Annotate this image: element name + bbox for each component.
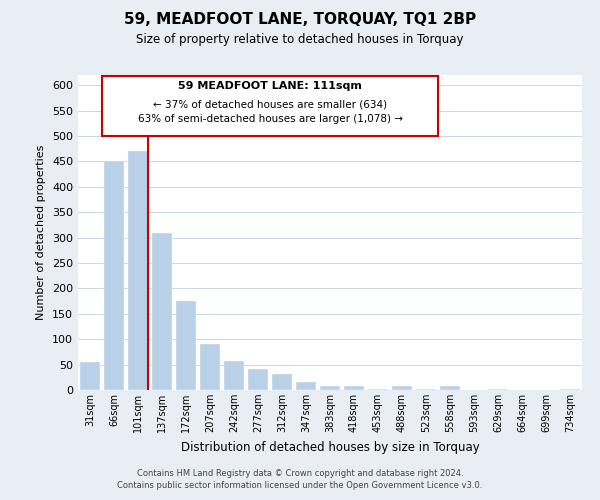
Bar	[176, 301, 196, 390]
Text: 63% of semi-detached houses are larger (1,078) →: 63% of semi-detached houses are larger (…	[137, 114, 403, 124]
Bar	[416, 389, 436, 390]
Bar	[560, 389, 580, 390]
Text: Contains public sector information licensed under the Open Government Licence v3: Contains public sector information licen…	[118, 481, 482, 490]
Bar	[104, 162, 124, 390]
FancyBboxPatch shape	[102, 76, 438, 136]
Y-axis label: Number of detached properties: Number of detached properties	[37, 145, 46, 320]
Bar	[80, 362, 100, 390]
Bar	[344, 386, 364, 390]
Bar	[128, 151, 148, 390]
Text: Contains HM Land Registry data © Crown copyright and database right 2024.: Contains HM Land Registry data © Crown c…	[137, 468, 463, 477]
Bar	[440, 386, 460, 390]
Bar	[488, 389, 508, 390]
Bar	[296, 382, 316, 390]
Bar	[224, 360, 244, 390]
X-axis label: Distribution of detached houses by size in Torquay: Distribution of detached houses by size …	[181, 440, 479, 454]
Bar	[320, 386, 340, 390]
Bar	[152, 232, 172, 390]
Bar	[200, 344, 220, 390]
Text: ← 37% of detached houses are smaller (634): ← 37% of detached houses are smaller (63…	[153, 100, 387, 110]
Bar	[248, 368, 268, 390]
Bar	[272, 374, 292, 390]
Bar	[392, 386, 412, 390]
Bar	[368, 389, 388, 390]
Text: 59, MEADFOOT LANE, TORQUAY, TQ1 2BP: 59, MEADFOOT LANE, TORQUAY, TQ1 2BP	[124, 12, 476, 28]
Text: Size of property relative to detached houses in Torquay: Size of property relative to detached ho…	[136, 32, 464, 46]
Text: 59 MEADFOOT LANE: 111sqm: 59 MEADFOOT LANE: 111sqm	[178, 81, 362, 91]
